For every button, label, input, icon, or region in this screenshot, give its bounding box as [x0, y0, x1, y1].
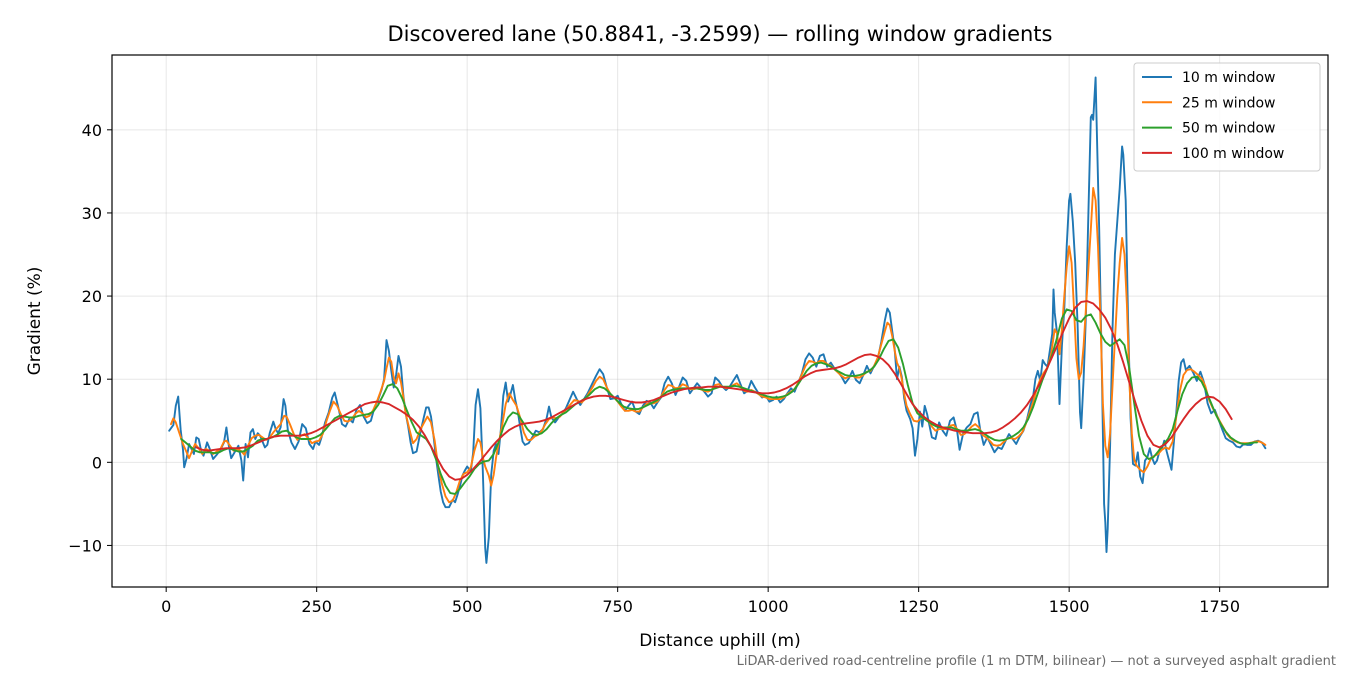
legend-entry-label: 10 m window — [1182, 70, 1275, 86]
y-tick-label: 0 — [92, 453, 102, 472]
chart-title: Discovered lane (50.8841, -3.2599) — rol… — [388, 22, 1053, 46]
legend-entry-label: 50 m window — [1182, 121, 1275, 137]
x-tick-label: 500 — [452, 597, 483, 616]
legend-entry-label: 25 m window — [1182, 95, 1275, 111]
legend: 10 m window 25 m window 50 m window 100 m w… — [1133, 62, 1321, 172]
y-tick-label: −10 — [68, 536, 102, 555]
x-tick-label: 1250 — [898, 597, 939, 616]
plot-frame — [111, 54, 1329, 588]
x-tick-label: 0 — [161, 597, 171, 616]
footnote: LiDAR-derived road-centreline profile (1… — [737, 654, 1336, 669]
y-axis-label: Gradient (%) — [25, 267, 45, 376]
y-tick-label: 30 — [82, 204, 102, 223]
y-tick-label: 20 — [82, 287, 102, 306]
x-axis-label: Distance uphill (m) — [639, 631, 800, 651]
y-tick-label: 40 — [82, 121, 102, 140]
series-lines — [168, 76, 1267, 564]
legend-box — [1133, 62, 1321, 172]
axis-ticks: 0 250 500 750 1000 1250 1500 1750 −10 0 10 20 30 40 — [68, 121, 1240, 616]
y-tick-label: 10 — [82, 370, 102, 389]
x-tick-label: 1750 — [1199, 597, 1240, 616]
legend-entry-label: 100 m window — [1182, 146, 1284, 162]
x-tick-label: 1000 — [748, 597, 789, 616]
x-tick-label: 250 — [301, 597, 332, 616]
x-tick-label: 750 — [602, 597, 633, 616]
series-line-4 — [195, 300, 1233, 481]
x-tick-label: 1500 — [1049, 597, 1090, 616]
